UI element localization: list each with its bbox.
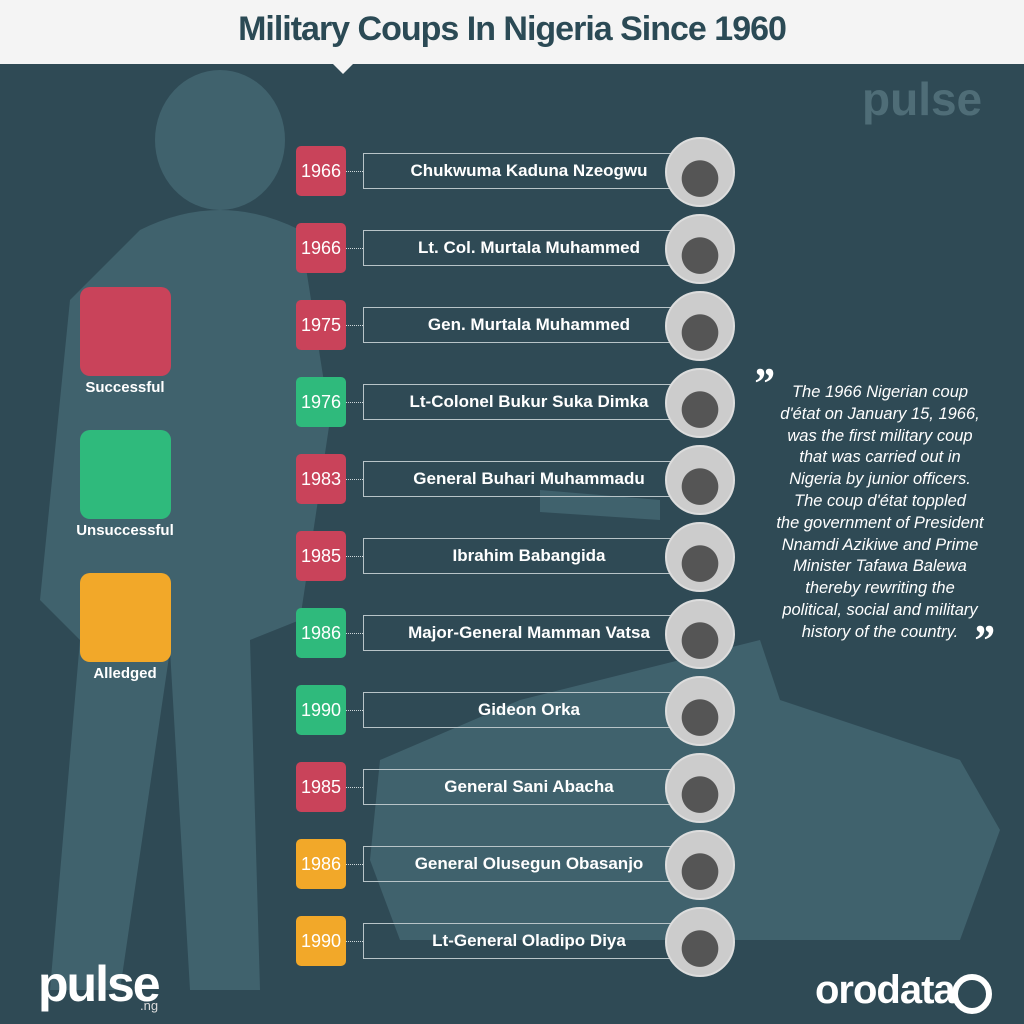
portrait: [665, 291, 735, 361]
name-box: Chukwuma Kaduna Nzeogwu: [363, 153, 695, 189]
legend-swatch: [80, 573, 171, 662]
quote: The 1966 Nigerian coup d'état on January …: [760, 382, 1000, 644]
portrait: [665, 753, 735, 823]
quote-line: the government of President: [776, 513, 984, 532]
pointer: [332, 63, 354, 74]
pulse-suffix: .ng: [140, 998, 159, 1013]
year-badge: 1986: [296, 839, 346, 889]
name-box: Gen. Murtala Muhammed: [363, 307, 695, 343]
quote-line: that was carried out in: [799, 448, 961, 467]
name-box: Lt-Colonel Bukur Suka Dimka: [363, 384, 695, 420]
portrait: [665, 830, 735, 900]
name-box: Ibrahim Babangida: [363, 538, 695, 574]
name-box: Lt-General Oladipo Diya: [363, 923, 695, 959]
year-badge: 1966: [296, 146, 346, 196]
quote-open: ”: [752, 359, 774, 408]
year-badge: 1985: [296, 531, 346, 581]
year-badge: 1990: [296, 916, 346, 966]
watermark-logo: pulse: [862, 73, 983, 125]
quote-line: Nnamdi Azikiwe and Prime: [781, 535, 979, 554]
connector: [346, 171, 363, 172]
year-badge: 1990: [296, 685, 346, 735]
connector: [346, 479, 363, 480]
name-box: Lt. Col. Murtala Muhammed: [363, 230, 695, 266]
portrait: [665, 522, 735, 592]
quote-close: ”: [972, 616, 994, 665]
quote-line: history of the country.: [801, 622, 959, 641]
connector: [346, 402, 363, 403]
legend-swatch: [80, 287, 171, 376]
year-badge: 1983: [296, 454, 346, 504]
quote-line: was the first military coup: [787, 426, 973, 445]
portrait: [665, 676, 735, 746]
title-bar: [0, 0, 1024, 64]
name-box: General Olusegun Obasanjo: [363, 846, 695, 882]
portrait: [665, 137, 735, 207]
year-badge: 1976: [296, 377, 346, 427]
name-box: General Buhari Muhammadu: [363, 461, 695, 497]
title: Military Coups In Nigeria Since 1960: [238, 10, 787, 48]
quote-line: Minister Tafawa Balewa: [793, 557, 967, 576]
year-badge: 1966: [296, 223, 346, 273]
quote-line: political, social and military: [782, 600, 978, 619]
connector: [346, 710, 363, 711]
name-box: Gideon Orka: [363, 692, 695, 728]
quote-line: The coup d'état toppled: [794, 491, 966, 510]
legend-label: Alledged: [93, 665, 157, 682]
portrait: [665, 445, 735, 515]
portrait: [665, 599, 735, 669]
legend-swatch: [80, 430, 171, 519]
year-badge: 1986: [296, 608, 346, 658]
connector: [346, 556, 363, 557]
legend-label: Unsuccessful: [76, 522, 174, 539]
quote-line: thereby rewriting the: [805, 579, 955, 598]
quote-line: Nigeria by junior officers.: [789, 470, 971, 489]
legend-label: Successful: [85, 379, 165, 396]
connector: [346, 325, 363, 326]
connector: [346, 787, 363, 788]
portrait: [665, 214, 735, 284]
name-box: General Sani Abacha: [363, 769, 695, 805]
connector: [346, 633, 363, 634]
connector: [346, 248, 363, 249]
orodata-logo: orodata: [815, 968, 956, 1012]
connector: [346, 864, 363, 865]
year-badge: 1985: [296, 762, 346, 812]
quote-line: d'état on January 15, 1966,: [780, 404, 980, 423]
portrait: [665, 368, 735, 438]
year-badge: 1975: [296, 300, 346, 350]
quote-line: The 1966 Nigerian coup: [791, 383, 969, 401]
pulse-logo: pulse: [38, 956, 161, 1012]
orodata-icon: [952, 974, 992, 1014]
connector: [346, 941, 363, 942]
name-box: Major-General Mamman Vatsa: [363, 615, 695, 651]
portrait: [665, 907, 735, 977]
